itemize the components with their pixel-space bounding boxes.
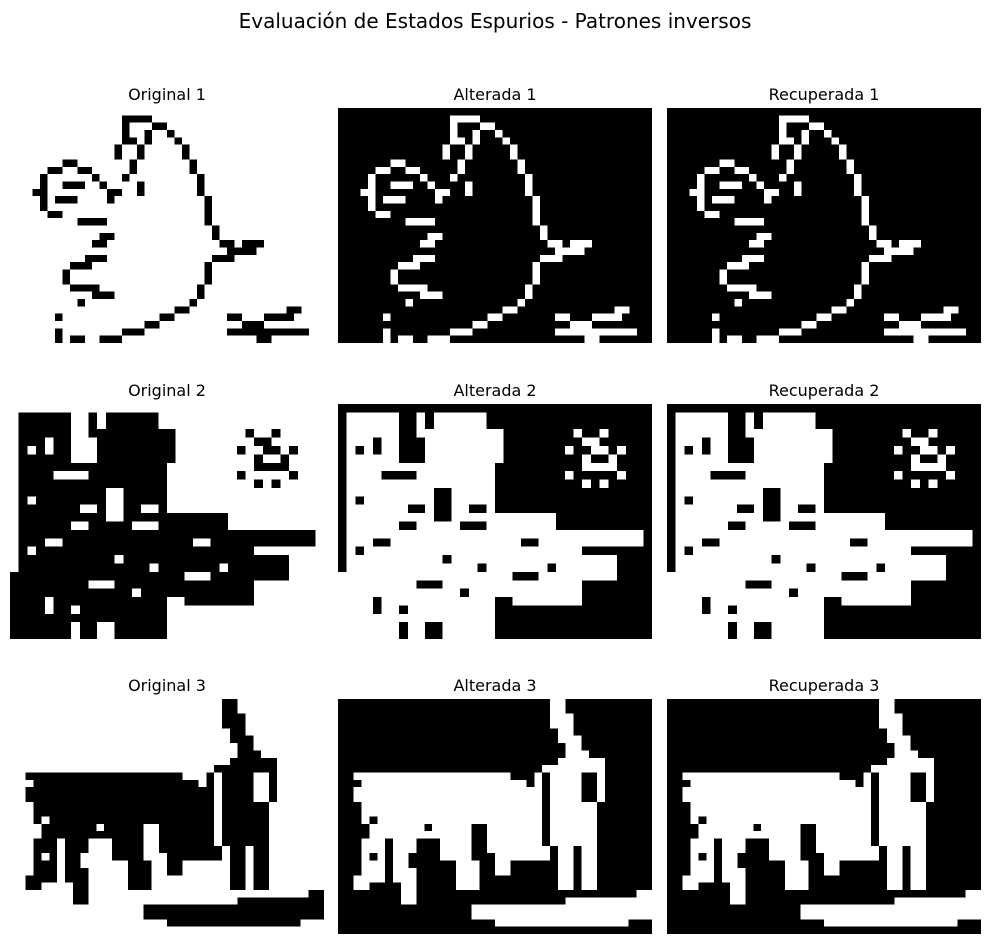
original-2-image bbox=[10, 404, 324, 639]
recovered-3-image bbox=[667, 699, 981, 934]
original-1-image bbox=[10, 108, 324, 343]
recovered-2-title: Recuperada 2 bbox=[768, 381, 880, 400]
altered-3-title: Alterada 3 bbox=[453, 676, 537, 695]
altered-1-image bbox=[338, 108, 652, 343]
original-3-title: Original 3 bbox=[128, 676, 206, 695]
original-1-title: Original 1 bbox=[128, 85, 206, 104]
altered-3-image bbox=[338, 699, 652, 934]
original-3-image bbox=[10, 699, 324, 934]
recovered-1-title: Recuperada 1 bbox=[768, 85, 880, 104]
figure-title: Evaluación de Estados Espurios - Patrone… bbox=[238, 9, 752, 33]
recovered-2-image bbox=[667, 404, 981, 639]
altered-1-title: Alterada 1 bbox=[453, 85, 537, 104]
altered-2-image bbox=[338, 404, 652, 639]
recovered-1-image bbox=[667, 108, 981, 343]
altered-2-title: Alterada 2 bbox=[453, 381, 537, 400]
original-2-title: Original 2 bbox=[128, 381, 206, 400]
recovered-3-title: Recuperada 3 bbox=[768, 676, 880, 695]
